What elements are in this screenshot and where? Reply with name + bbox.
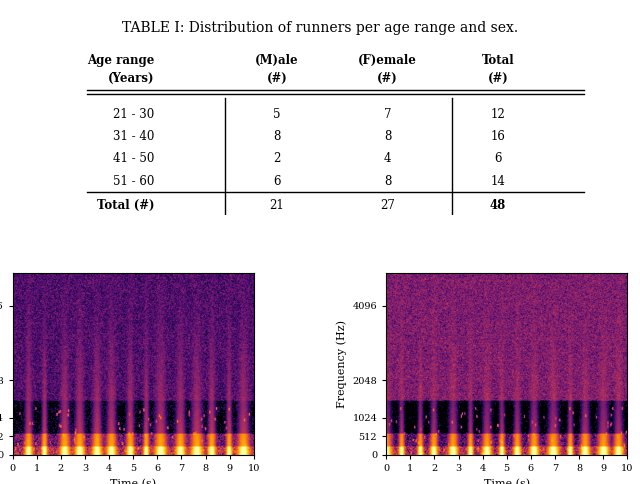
X-axis label: Time (s): Time (s) (484, 479, 530, 484)
Text: (M)ale: (M)ale (255, 54, 299, 67)
Text: 8: 8 (273, 130, 281, 143)
Text: 12: 12 (491, 108, 506, 121)
Text: 14: 14 (491, 175, 506, 187)
Text: 27: 27 (380, 198, 395, 212)
Text: (F)emale: (F)emale (358, 54, 417, 67)
Text: 7: 7 (384, 108, 391, 121)
Text: 51 - 60: 51 - 60 (113, 175, 154, 187)
Y-axis label: Frequency (Hz): Frequency (Hz) (336, 320, 347, 408)
Text: 31 - 40: 31 - 40 (113, 130, 154, 143)
X-axis label: Time (s): Time (s) (110, 479, 156, 484)
Text: (#): (#) (267, 72, 287, 85)
Text: TABLE I: Distribution of runners per age range and sex.: TABLE I: Distribution of runners per age… (122, 20, 518, 34)
Text: Total: Total (482, 54, 515, 67)
Text: 48: 48 (490, 198, 506, 212)
Text: Age range: Age range (87, 54, 154, 67)
Text: 16: 16 (491, 130, 506, 143)
Text: 2: 2 (273, 152, 281, 166)
Text: 5: 5 (273, 108, 281, 121)
Text: (#): (#) (377, 72, 398, 85)
Text: 21 - 30: 21 - 30 (113, 108, 154, 121)
Text: 21: 21 (269, 198, 284, 212)
Text: 6: 6 (495, 152, 502, 166)
Text: 6: 6 (273, 175, 281, 187)
Text: 41 - 50: 41 - 50 (113, 152, 154, 166)
Text: 8: 8 (384, 130, 391, 143)
Text: (#): (#) (488, 72, 509, 85)
Text: (Years): (Years) (108, 72, 154, 85)
Text: Total (#): Total (#) (97, 198, 154, 212)
Text: 8: 8 (384, 175, 391, 187)
Text: 4: 4 (384, 152, 391, 166)
